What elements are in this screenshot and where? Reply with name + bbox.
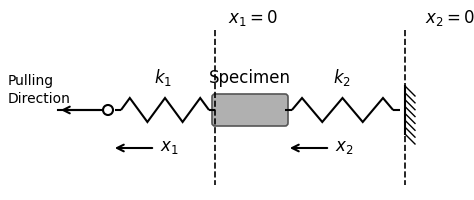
FancyBboxPatch shape [212, 94, 288, 126]
Text: $k_1$: $k_1$ [154, 68, 172, 88]
Text: $k_2$: $k_2$ [333, 68, 351, 88]
Text: $x_1 = 0$: $x_1 = 0$ [228, 8, 278, 28]
Text: Specimen: Specimen [209, 69, 291, 87]
Text: $x_1$: $x_1$ [160, 140, 179, 156]
Text: $x_2$: $x_2$ [335, 140, 354, 156]
Text: $x_2 = 0$: $x_2 = 0$ [425, 8, 474, 28]
Text: Pulling
Direction: Pulling Direction [8, 74, 71, 106]
